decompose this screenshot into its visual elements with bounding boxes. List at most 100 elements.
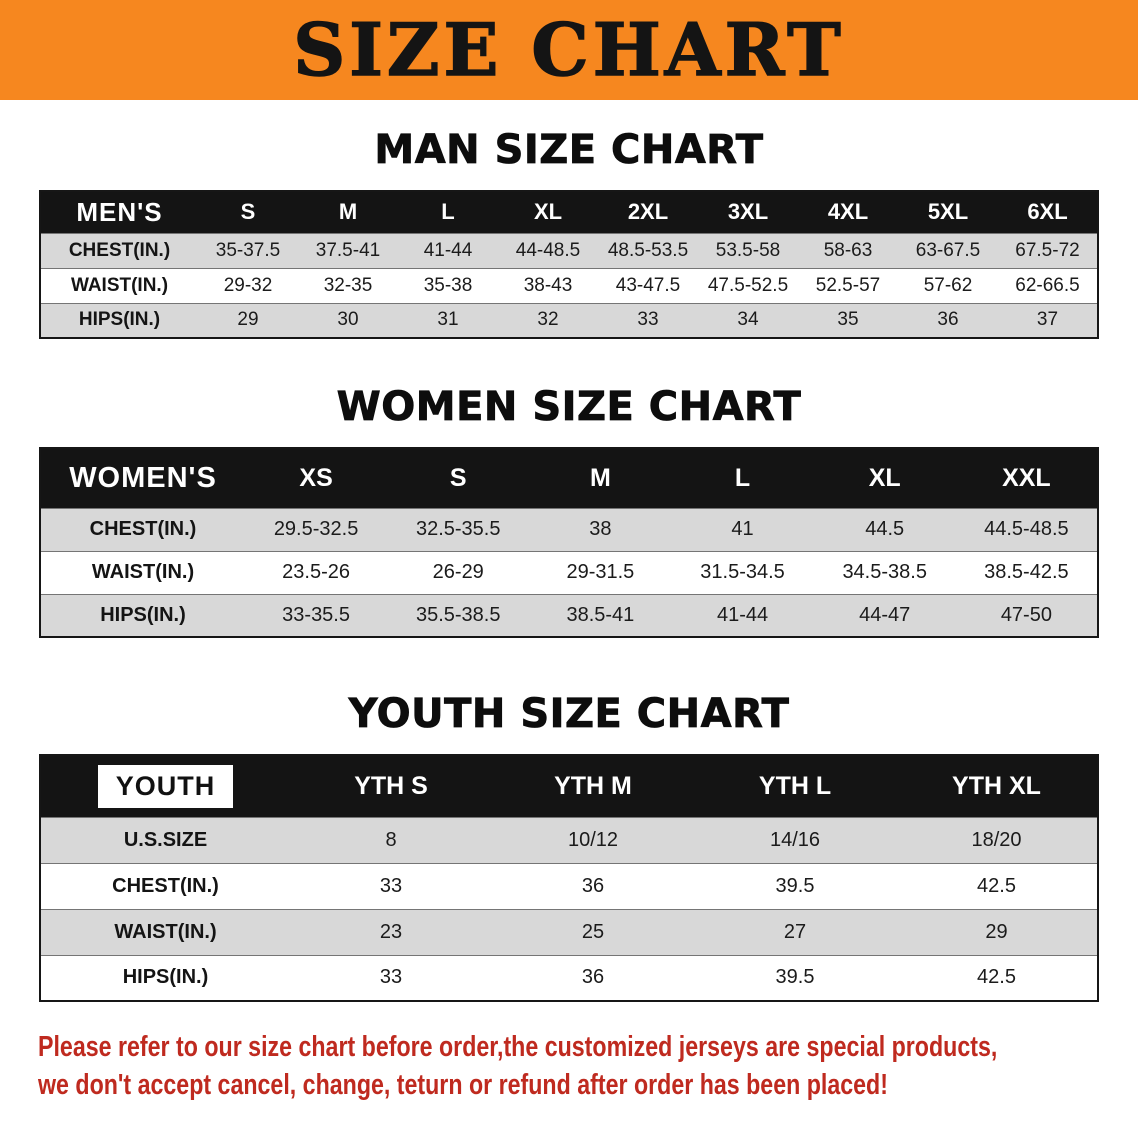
women-table-body: CHEST(IN.) 29.5-32.5 32.5-35.5 38 41 44.5 44.5… (40, 508, 1098, 637)
row-label: CHEST(IN.) (89, 518, 197, 540)
size-value: 33-35.5 (282, 603, 350, 626)
women-chart-heading: WOMEN SIZE CHART (336, 384, 802, 431)
size-value: 10/12 (567, 828, 619, 851)
size-column-header: L (398, 191, 498, 233)
size-column-header: S (198, 191, 298, 233)
youth-size-table: YOUTH YTH S YTH M YTH L YTH XL U.S.SIZE 8 10/12… (39, 754, 1099, 1002)
size-value: 33 (637, 309, 659, 331)
size-column-header: XL (498, 191, 598, 233)
size-value: 42.5 (977, 966, 1016, 989)
size-value: 38 (589, 518, 612, 540)
size-value: 23.5-26 (282, 561, 350, 583)
page-title: SIZE CHART (292, 7, 845, 92)
size-value: 32 (537, 309, 559, 331)
size-value: 25 (581, 920, 605, 943)
size-value: 33 (379, 966, 403, 989)
size-column-header: XXL (955, 448, 1098, 508)
size-column-header: YTH S (290, 755, 492, 817)
disclaimer-line-1: Please refer to our size chart before or… (38, 1031, 998, 1063)
size-value: 32.5-35.5 (415, 518, 501, 540)
size-column-header: 3XL (698, 191, 798, 233)
size-value: 44-48.5 (515, 239, 581, 261)
size-value: 41-44 (423, 239, 473, 261)
size-value: 29.5-32.5 (273, 518, 359, 540)
size-value: 31.5-34.5 (700, 561, 785, 583)
size-value: 42.5 (977, 874, 1016, 897)
youth-row-waist-in: WAIST(IN.) 23 25 27 29 (40, 909, 1098, 955)
size-value: 41 (731, 518, 754, 540)
size-value: 53.5-58 (715, 239, 781, 261)
size-column-header: 4XL (798, 191, 898, 233)
size-column-header: 2XL (598, 191, 698, 233)
youth-size-chart-section: YOUTH SIZE CHART YOUTH YTH S YTH M YTH L YTH … (0, 690, 1138, 1002)
women-row-chest-in: CHEST(IN.) 29.5-32.5 32.5-35.5 38 41 44.5 44.5… (40, 508, 1098, 551)
size-value: 44.5-48.5 (984, 518, 1069, 540)
women-table-head: WOMEN'S XS S M L XL XXL (40, 448, 1098, 508)
men-row-hips-in: HIPS(IN.) 29 30 31 32 33 34 35 36 37 (40, 303, 1098, 338)
size-value: 39.5 (775, 874, 815, 897)
size-value: 38.5-42.5 (984, 561, 1069, 583)
size-value: 33 (379, 874, 403, 897)
row-label: WAIST(IN.) (91, 561, 195, 583)
size-value: 32-35 (323, 274, 373, 296)
size-value: 30 (337, 309, 359, 331)
youth-table-title: YOUTH (40, 755, 290, 817)
size-value: 52.5-57 (815, 274, 881, 296)
size-value: 63-67.5 (915, 239, 981, 261)
youth-row-chest-in: CHEST(IN.) 33 36 39.5 42.5 (40, 863, 1098, 909)
size-value: 67.5-72 (1015, 239, 1080, 261)
size-column-header: YTH M (492, 755, 694, 817)
size-column-header: M (529, 448, 672, 508)
men-row-chest-in: CHEST(IN.) 35-37.5 37.5-41 41-44 44-48.5 48.5… (40, 233, 1098, 268)
youth-row-hips-in: HIPS(IN.) 33 36 39.5 42.5 (40, 955, 1098, 1001)
size-value: 27 (783, 920, 807, 943)
size-value: 31 (437, 309, 459, 331)
size-value: 35-38 (423, 274, 473, 296)
size-value: 38.5-41 (566, 603, 635, 626)
size-value: 34.5-38.5 (842, 561, 927, 583)
size-value: 36 (581, 966, 605, 989)
size-value: 8 (385, 828, 397, 851)
size-value: 23 (379, 920, 403, 943)
size-column-header: XL (813, 448, 956, 508)
youth-table-title-text: YOUTH (97, 764, 234, 808)
men-table-title-text: MEN'S (76, 196, 163, 227)
women-size-chart-section: WOMEN SIZE CHART WOMEN'S XS S M L XL XXL CHEST(I… (0, 383, 1138, 638)
men-table-body: CHEST(IN.) 35-37.5 37.5-41 41-44 44-48.5 48.5… (40, 233, 1098, 338)
size-value: 62-66.5 (1015, 274, 1080, 296)
size-column-header: M (298, 191, 398, 233)
youth-table-body: U.S.SIZE 8 10/12 14/16 18/20 CHEST(IN.) 33 36 39… (40, 817, 1098, 1001)
size-value: 41-44 (716, 603, 769, 626)
size-value: 47.5-52.5 (707, 274, 789, 296)
size-value: 44.5 (865, 518, 905, 540)
size-column-header: XS (245, 448, 388, 508)
row-label: HIPS(IN.) (122, 966, 209, 989)
men-table-head: MEN'S S M L XL 2XL 3XL 4XL 5XL 6XL (40, 191, 1098, 233)
size-column-header: YTH XL (896, 755, 1098, 817)
men-chart-heading: MAN SIZE CHART (374, 127, 764, 174)
size-value: 18/20 (971, 828, 1022, 851)
size-column-header: 6XL (998, 191, 1098, 233)
disclaimer-line-2: we don't accept cancel, change, teturn o… (38, 1069, 888, 1101)
size-value: 38-43 (523, 274, 573, 296)
size-column-header: S (387, 448, 530, 508)
size-value: 35-37.5 (215, 239, 281, 261)
women-row-waist-in: WAIST(IN.) 23.5-26 26-29 29-31.5 31.5-34.5 34… (40, 551, 1098, 594)
size-value: 35.5-38.5 (415, 603, 501, 626)
size-column-header: L (671, 448, 814, 508)
size-column-header: YTH L (694, 755, 896, 817)
charts-container: MAN SIZE CHART MEN'S S M L XL 2XL 3XL 4XL 5XL 6XL C… (0, 126, 1138, 1002)
size-value: 34 (737, 309, 759, 331)
size-value: 29 (237, 309, 259, 331)
size-value: 39.5 (775, 966, 815, 989)
size-value: 47-50 (1000, 603, 1052, 626)
size-value: 37.5-41 (315, 239, 381, 261)
row-label: CHEST(IN.) (112, 874, 219, 897)
row-label: WAIST(IN.) (114, 920, 217, 943)
size-column-header: 5XL (898, 191, 998, 233)
banner: SIZE CHART (0, 0, 1138, 100)
men-size-table: MEN'S S M L XL 2XL 3XL 4XL 5XL 6XL CHEST(IN.) 35-37… (39, 190, 1099, 339)
men-size-chart-section: MAN SIZE CHART MEN'S S M L XL 2XL 3XL 4XL 5XL 6XL C… (0, 126, 1138, 339)
size-value: 29 (985, 920, 1008, 943)
youth-table-head: YOUTH YTH S YTH M YTH L YTH XL (40, 755, 1098, 817)
